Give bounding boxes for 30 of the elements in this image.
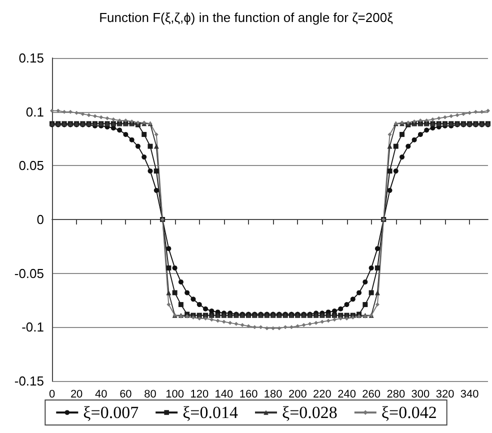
x-tick-label: 0: [48, 388, 56, 400]
x-tick-label: 60: [120, 388, 132, 400]
y-tick-label: -0.05: [14, 266, 44, 281]
x-tick-label: 340: [460, 388, 479, 400]
x-tick-label: 160: [239, 388, 258, 400]
x-tick-label: 20: [70, 388, 83, 400]
x-tick-label: 180: [264, 388, 282, 400]
x-tick-label: 120: [190, 388, 209, 400]
y-tick-label: 0: [36, 212, 44, 227]
x-tick-label: 300: [411, 388, 430, 400]
legend-label: ξ=0.014: [182, 403, 238, 422]
x-tick-label: 100: [166, 388, 184, 400]
y-tick-label: 0.1: [26, 104, 44, 120]
legend-label: ξ=0.042: [381, 403, 437, 422]
x-tick-label: 80: [144, 388, 156, 400]
x-tick-label: 280: [386, 388, 406, 400]
y-tick-label: -0.1: [22, 320, 44, 335]
x-tick-label: 240: [338, 388, 356, 400]
x-tick-label: 320: [436, 388, 454, 400]
y-tick-label: 0.15: [18, 50, 44, 66]
legend-label: ξ=0.028: [282, 403, 338, 422]
x-tick-label: 200: [288, 388, 307, 400]
x-tick-label: 40: [95, 388, 108, 400]
chart-title: Function F(ξ,ζ,ϕ) in the function of angle for ζ=200ξ: [99, 10, 394, 25]
x-tick-label: 220: [313, 388, 332, 400]
x-tick-label: 140: [214, 388, 234, 400]
y-tick-label: -0.15: [14, 374, 44, 388]
x-tick-label: 260: [362, 388, 381, 400]
legend-label: ξ=0.007: [83, 403, 140, 422]
y-tick-label: 0.05: [18, 158, 44, 174]
